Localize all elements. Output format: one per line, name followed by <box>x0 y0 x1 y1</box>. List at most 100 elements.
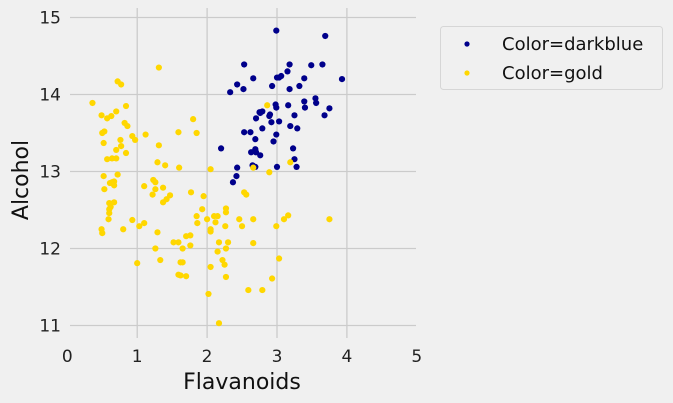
data-point-darkblue <box>312 95 319 102</box>
x-axis-label: Flavanoids <box>183 370 301 395</box>
data-point-gold <box>269 275 276 282</box>
data-point-gold <box>122 149 130 157</box>
data-point-gold <box>98 112 105 119</box>
data-point-gold <box>175 129 182 136</box>
data-point-darkblue <box>301 98 308 105</box>
data-point-gold <box>222 223 229 230</box>
data-point-darkblue <box>234 164 241 171</box>
data-point-gold <box>207 166 214 173</box>
data-point-gold <box>108 112 115 120</box>
data-point-gold <box>177 272 184 279</box>
legend: Color=darkblue Color=gold <box>440 26 663 90</box>
data-point-gold <box>152 186 159 193</box>
x-tick-label: 3 <box>272 347 283 367</box>
data-point-gold <box>179 245 186 252</box>
x-tick-labels: 0 1 2 3 4 5 <box>62 347 422 367</box>
data-point-darkblue <box>266 112 273 120</box>
data-point-darkblue <box>227 89 234 96</box>
data-point-darkblue <box>248 149 255 156</box>
data-point-darkblue <box>289 145 297 152</box>
data-point-gold <box>245 286 252 294</box>
data-point-darkblue <box>301 75 308 82</box>
y-tick-label: 15 <box>39 9 61 29</box>
data-point-gold <box>101 128 108 135</box>
data-point-darkblue <box>273 131 280 138</box>
data-point-darkblue <box>284 68 291 75</box>
data-point-darkblue <box>293 163 300 170</box>
data-point-gold <box>275 255 283 262</box>
data-point-gold <box>152 179 159 186</box>
data-point-gold <box>187 189 195 196</box>
data-point-gold <box>105 216 112 223</box>
data-point-gold <box>285 212 292 219</box>
data-point-darkblue <box>286 86 293 93</box>
data-point-gold <box>222 245 230 252</box>
data-point-gold <box>118 142 125 150</box>
data-point-gold <box>193 129 200 137</box>
data-point-darkblue <box>234 81 241 88</box>
data-point-gold <box>155 64 162 71</box>
data-point-darkblue <box>294 125 301 132</box>
data-points <box>89 27 346 327</box>
data-point-gold <box>183 273 190 280</box>
legend-marker-gold <box>464 70 470 76</box>
x-tick-label: 5 <box>411 347 422 367</box>
y-tick-labels: 11 12 13 14 15 <box>39 9 61 337</box>
data-point-gold <box>149 191 156 198</box>
data-point-darkblue <box>296 82 303 90</box>
data-point-gold <box>155 142 162 149</box>
data-point-gold <box>215 320 223 327</box>
data-point-darkblue <box>257 109 264 117</box>
data-point-gold <box>111 182 118 189</box>
data-point-gold <box>222 273 230 281</box>
legend-label-darkblue: Color=darkblue <box>502 34 643 55</box>
data-point-gold <box>113 108 120 115</box>
data-point-gold <box>176 164 183 171</box>
data-point-gold <box>212 219 219 226</box>
data-point-gold <box>124 122 131 130</box>
data-point-darkblue <box>247 129 254 136</box>
data-point-gold <box>113 146 120 154</box>
data-point-gold <box>113 155 120 162</box>
data-point-darkblue <box>308 62 315 69</box>
data-point-gold <box>280 216 288 223</box>
data-point-gold <box>204 216 211 223</box>
data-point-darkblue <box>322 32 329 40</box>
data-point-gold <box>243 191 250 198</box>
x-tick-label: 1 <box>132 347 143 367</box>
data-point-gold <box>219 256 226 264</box>
data-point-gold <box>214 213 221 220</box>
x-tick-label: 2 <box>202 347 213 367</box>
grid-lines <box>70 8 416 338</box>
data-point-gold <box>101 186 108 193</box>
data-point-gold <box>187 232 194 239</box>
data-point-gold <box>99 230 106 237</box>
data-point-gold <box>159 184 167 191</box>
data-point-gold <box>259 286 266 294</box>
data-point-darkblue <box>259 125 266 132</box>
y-tick-label: 11 <box>39 317 61 337</box>
legend-label-gold: Color=gold <box>502 63 603 84</box>
data-point-gold <box>200 193 207 200</box>
data-point-gold <box>152 245 159 252</box>
data-point-gold <box>194 219 201 227</box>
data-point-darkblue <box>287 122 294 130</box>
data-point-darkblue <box>217 145 225 152</box>
data-point-darkblue <box>269 82 276 90</box>
data-point-darkblue <box>268 119 275 126</box>
data-point-gold <box>179 259 186 266</box>
data-point-gold <box>111 199 118 206</box>
data-point-darkblue <box>291 112 298 119</box>
data-point-darkblue <box>229 179 237 186</box>
data-point-gold <box>250 216 257 223</box>
data-point-gold <box>199 206 206 213</box>
data-point-gold <box>129 216 136 224</box>
data-point-gold <box>141 219 148 227</box>
data-point-gold <box>159 199 167 206</box>
data-point-darkblue <box>241 61 248 68</box>
data-point-darkblue <box>241 129 248 136</box>
data-point-darkblue <box>250 75 257 82</box>
data-point-gold <box>106 209 113 217</box>
data-point-gold <box>238 223 246 230</box>
